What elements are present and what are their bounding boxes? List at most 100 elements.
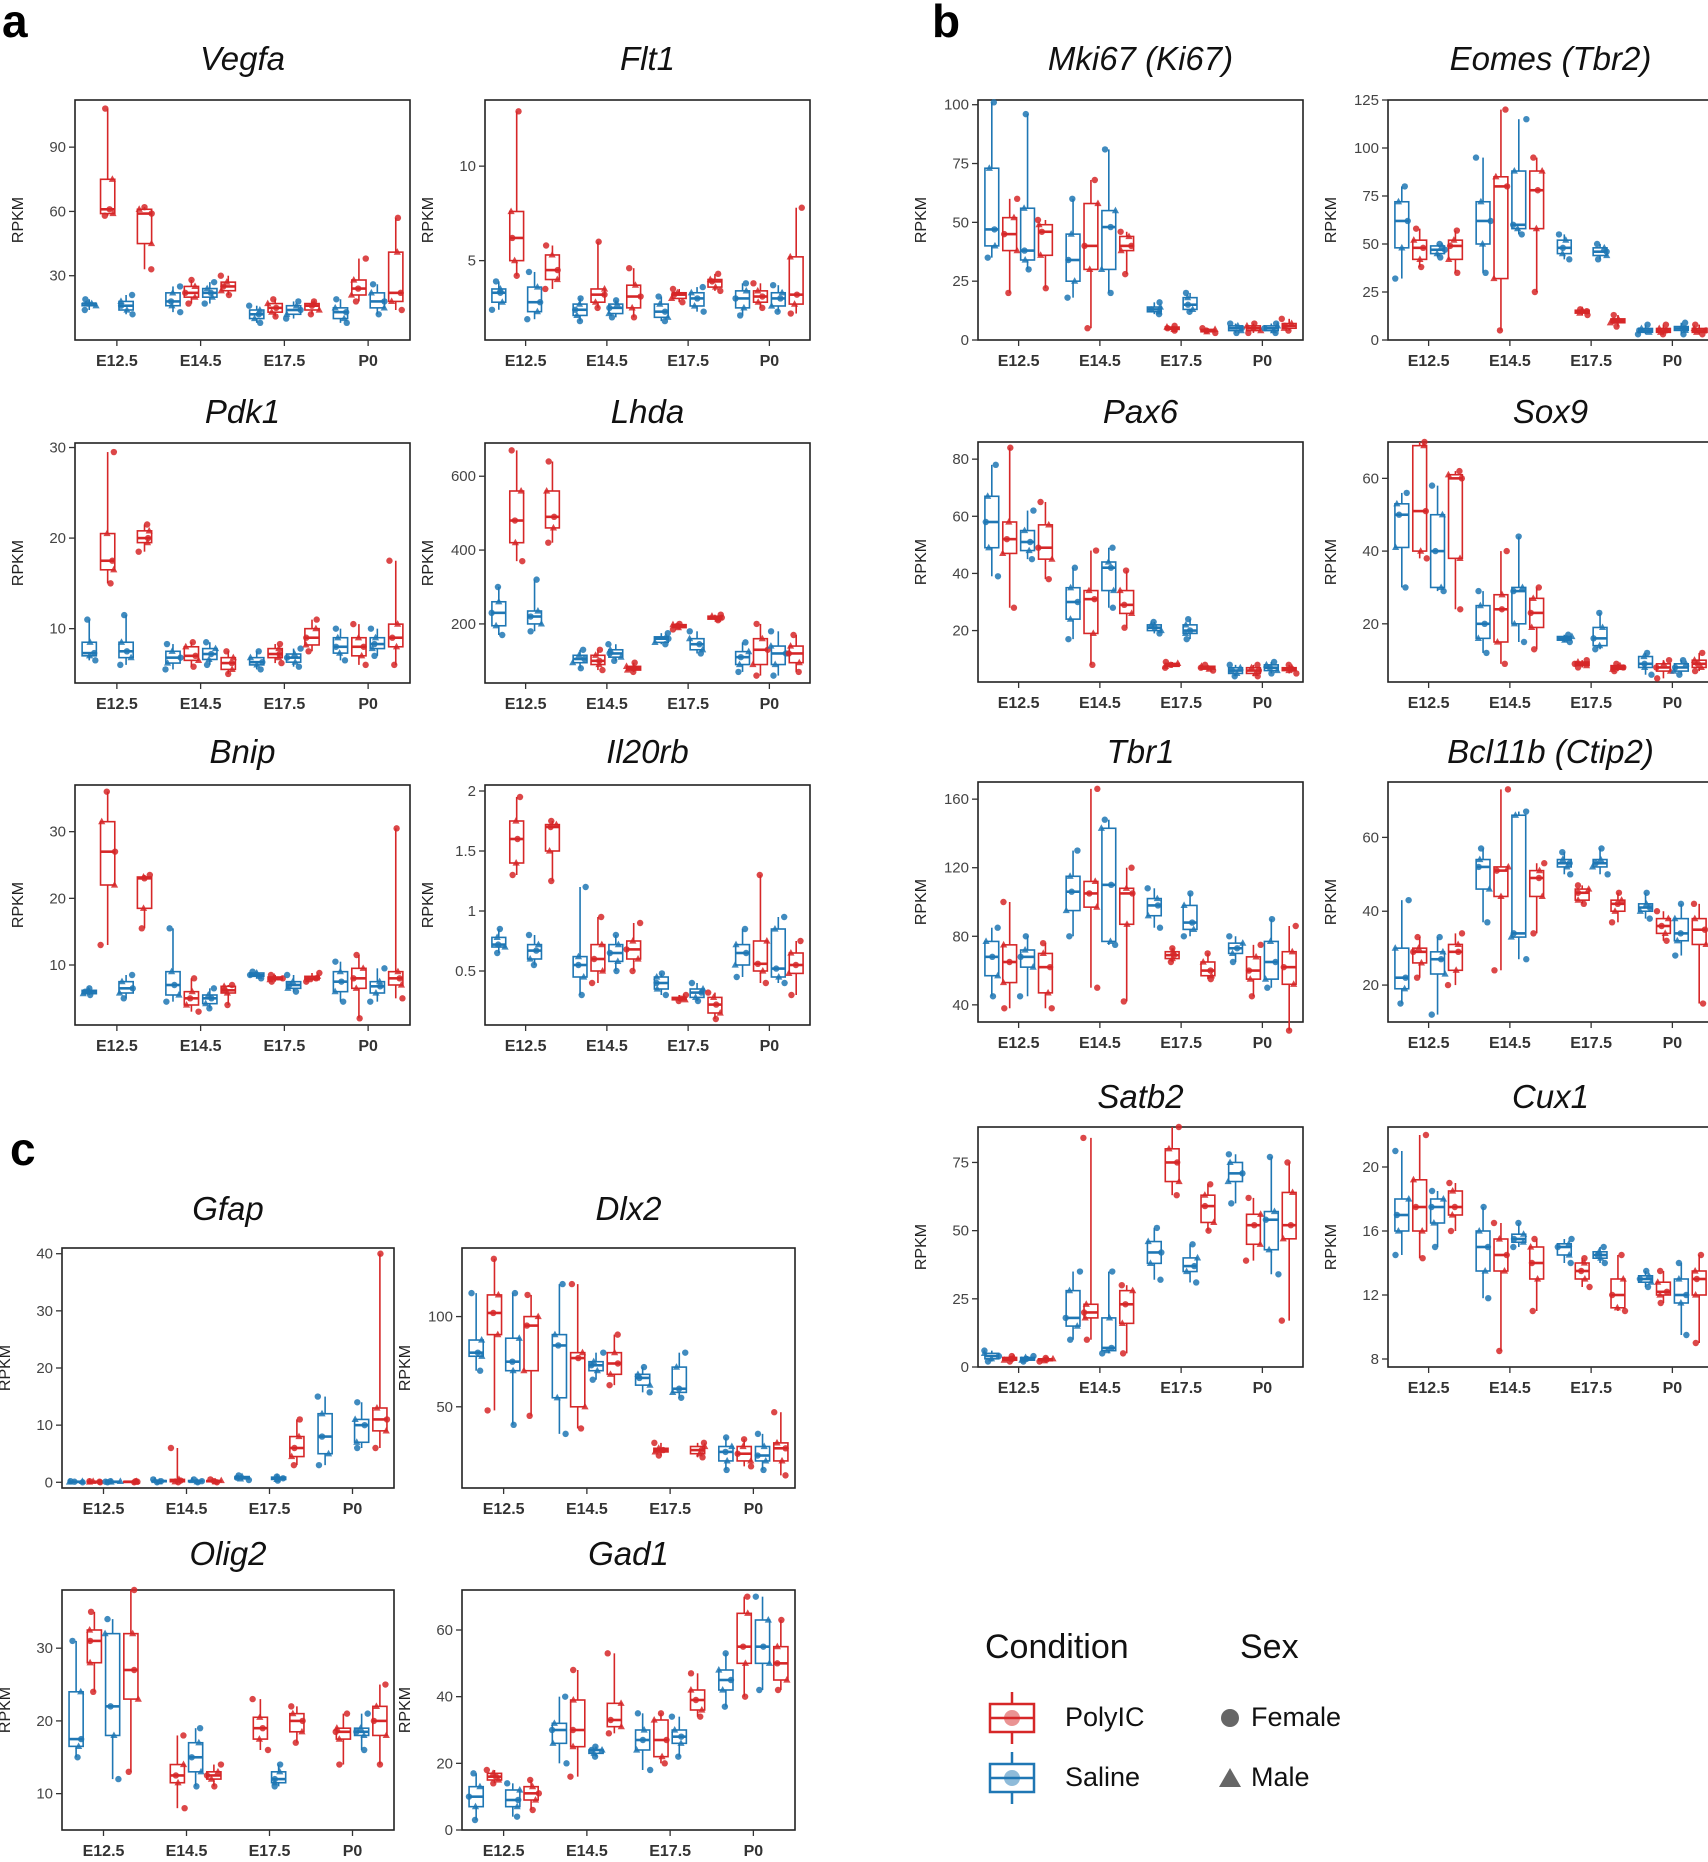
sample-point-female: [1458, 475, 1466, 482]
sample-point-male: [773, 1438, 781, 1446]
sample-point-female: [166, 925, 173, 932]
box-saline: [1556, 631, 1576, 646]
sample-point-male: [507, 207, 515, 215]
sample-point-male: [573, 311, 581, 319]
plot-frame: [74, 442, 411, 684]
sample-point-male: [1409, 1175, 1418, 1183]
sample-point-male: [714, 615, 722, 622]
sample-point-female: [1266, 1153, 1274, 1161]
sample-point-male: [1288, 947, 1296, 955]
sample-point-male: [1193, 1253, 1202, 1261]
sample-point-female: [276, 640, 284, 648]
sample-point-female: [1268, 670, 1275, 677]
box-saline: [491, 925, 509, 957]
box-polyic: [771, 1409, 789, 1479]
box-saline: [162, 640, 184, 673]
sample-point-female: [692, 1696, 700, 1704]
y-tick-label: 75: [952, 1154, 969, 1171]
box-polyic: [1444, 930, 1466, 989]
y-axis-label: RPKM: [420, 882, 437, 928]
sample-point-male: [715, 1666, 723, 1673]
sample-point-female: [1101, 146, 1109, 153]
sample-point-female: [130, 1666, 138, 1674]
plot-frame: [977, 781, 1304, 1023]
sample-point-female: [202, 639, 210, 646]
y-tick-label: 20: [49, 530, 66, 547]
sample-point-male: [656, 300, 664, 307]
sample-point-female: [742, 280, 750, 287]
sample-point-female: [316, 969, 323, 977]
sample-point-female: [81, 306, 89, 314]
sample-point-female: [259, 1724, 266, 1732]
sample-point-female: [1683, 1291, 1690, 1299]
sample-point-female: [713, 1001, 720, 1008]
sample-point-male: [1532, 224, 1540, 232]
sample-point-female: [1568, 1235, 1575, 1243]
y-tick-label: 25: [1362, 284, 1379, 301]
sample-point-female: [524, 1291, 531, 1299]
x-tick-label: E12.5: [483, 1501, 525, 1518]
box-polyic: [350, 951, 367, 1022]
sample-point-female: [1609, 1291, 1616, 1299]
box-polyic: [1527, 584, 1545, 653]
box-saline: [353, 1710, 371, 1754]
sample-point-female: [1065, 635, 1072, 643]
sample-point-male: [360, 1731, 368, 1739]
sample-point-male: [771, 925, 779, 932]
box-saline: [1474, 587, 1491, 657]
sample-point-male: [1144, 911, 1152, 919]
box-polyic: [750, 280, 769, 312]
sample-point-female: [1451, 1203, 1459, 1211]
sample-point-female: [1270, 658, 1278, 666]
sample-point-female: [342, 308, 350, 316]
sample-point-male: [1636, 907, 1644, 914]
sample-point-female: [338, 978, 345, 985]
box-polyic: [999, 444, 1018, 611]
sample-point-female: [676, 620, 683, 628]
box-saline: [1671, 900, 1690, 959]
y-tick-label: 600: [451, 468, 476, 485]
sample-point-female: [465, 1793, 473, 1800]
sample-point-male: [1161, 662, 1170, 669]
x-tick-label: E17.5: [667, 1038, 709, 1055]
sample-point-female: [369, 281, 377, 288]
sample-point-male: [86, 1658, 94, 1666]
box-saline: [1062, 847, 1081, 940]
x-tick-label: P0: [744, 1843, 764, 1857]
sample-point-male: [1565, 1239, 1573, 1247]
box-polyic: [1409, 1131, 1430, 1262]
sample-point-female: [1484, 1243, 1492, 1251]
sample-point-male: [1125, 232, 1133, 240]
sample-point-female: [1287, 1221, 1295, 1229]
box-polyic: [332, 1710, 352, 1768]
sample-point-female: [1173, 1191, 1180, 1199]
box-polyic: [264, 296, 284, 320]
sample-point-female: [1692, 321, 1699, 328]
y-tick-label: 40: [436, 1689, 453, 1706]
legend-keys: [988, 1692, 1241, 1804]
sample-point-male: [1673, 936, 1681, 944]
box-polyic: [1410, 933, 1428, 981]
box-polyic: [1081, 176, 1102, 332]
sample-point-male: [78, 1477, 87, 1485]
sample-point-male: [1393, 499, 1401, 507]
sample-point-female: [714, 270, 722, 278]
sample-point-male: [1582, 661, 1591, 669]
box-polyic: [1655, 321, 1672, 338]
box-polyic: [303, 969, 323, 985]
sample-point-female: [499, 631, 506, 639]
sample-point-female: [1480, 1203, 1487, 1211]
sample-point-male: [1563, 862, 1571, 870]
sample-point-female: [1503, 547, 1510, 555]
sample-point-female: [1574, 889, 1582, 896]
sample-point-male: [1049, 1354, 1057, 1362]
sample-point-male: [1682, 659, 1690, 667]
sample-point-male: [123, 306, 131, 313]
sample-point-female: [658, 970, 666, 977]
sample-point-female: [1007, 444, 1014, 451]
sample-point-female: [669, 626, 677, 633]
sample-point-female: [747, 1463, 755, 1470]
sample-point-male: [1210, 1218, 1218, 1226]
box-polyic: [1574, 1255, 1593, 1291]
